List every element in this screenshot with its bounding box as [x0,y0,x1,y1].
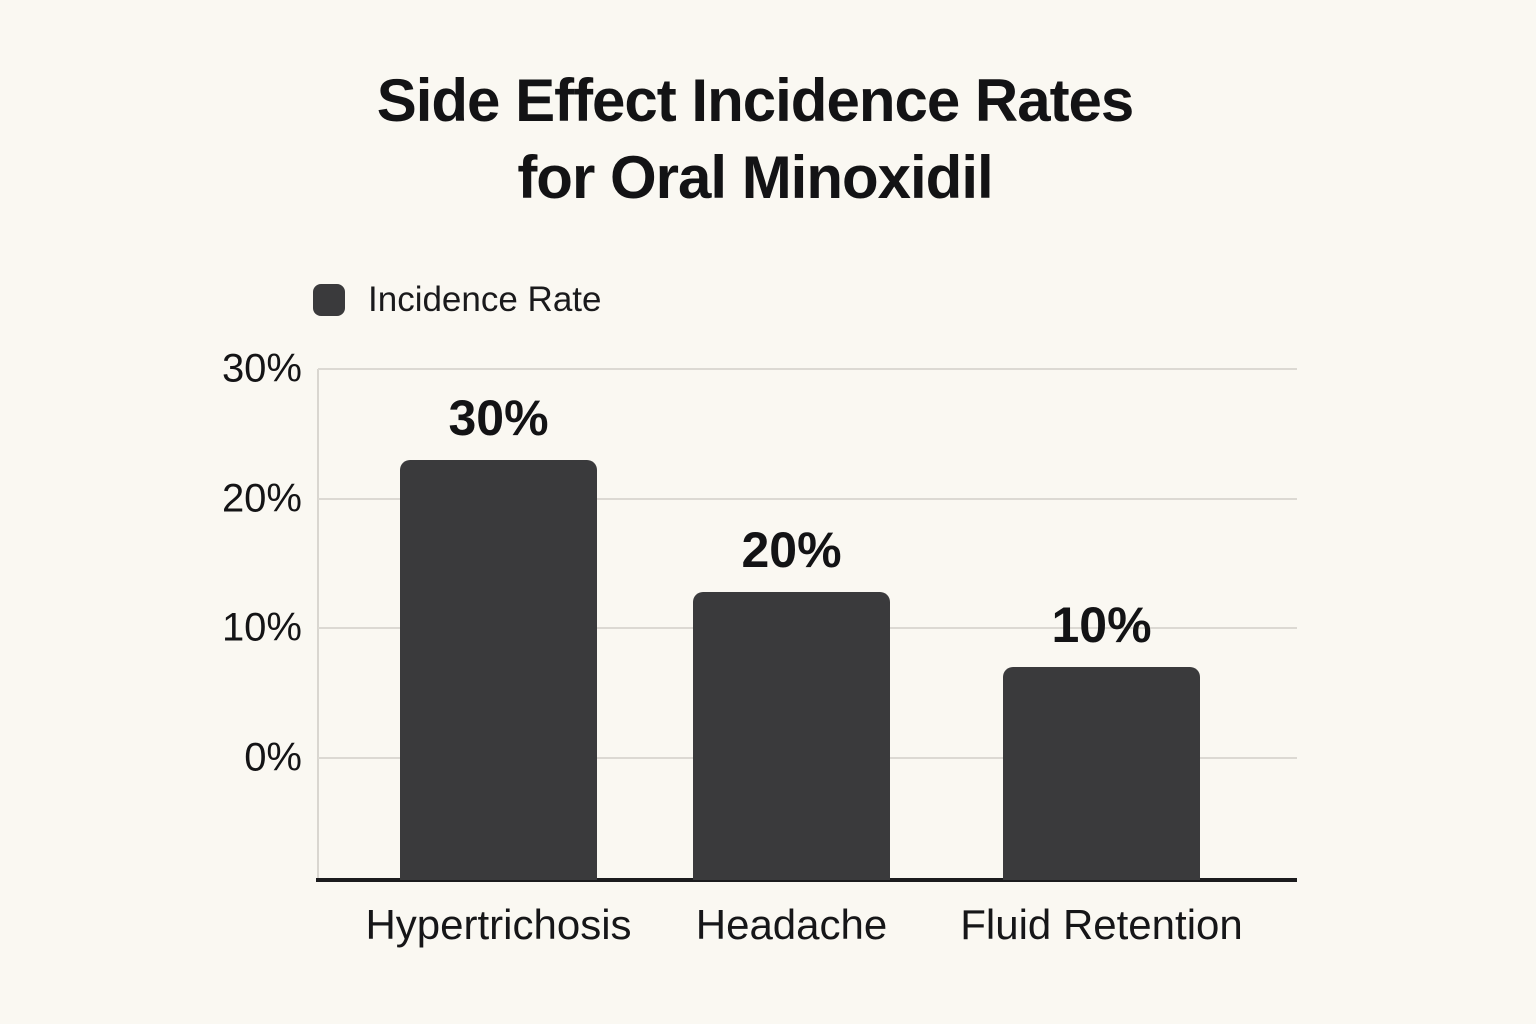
category-label: Headache [695,901,888,948]
legend: Incidence Rate [313,280,601,320]
bar-hypertrichosis [400,459,597,880]
x-axis-baseline [316,878,1297,882]
y-axis-tick-label: 30% [221,346,302,391]
gridline-20% [318,497,1297,500]
y-axis-tick-label: 10% [221,605,302,650]
legend-label: Incidence Rate [368,280,602,319]
chart-title-line-2: for Oral Minoxidil [517,144,993,211]
bar-value-label: 10% [1051,597,1152,654]
bar-fluid-retention [1003,667,1200,880]
bar-value-label: 20% [741,522,842,579]
chart-title: Side Effect Incidence Rates for Oral Mino… [0,62,1510,216]
bar-headache [693,592,890,880]
category-label: Hypertrichosis [365,901,632,948]
y-axis-tick-label: 20% [221,476,302,521]
legend-swatch-icon [313,284,345,316]
bar-value-label: 30% [448,389,549,446]
chart-title-line-1: Side Effect Incidence Rates [376,67,1135,134]
gridline-30% [318,368,1297,370]
category-label: Fluid Retention [960,901,1243,948]
plot-area: 30% 20% 10% 0% 30% Hypertrichosis 20% Headache 1… [222,347,1297,948]
y-axis-tick-label: 0% [244,735,302,780]
y-axis-line [317,369,319,880]
